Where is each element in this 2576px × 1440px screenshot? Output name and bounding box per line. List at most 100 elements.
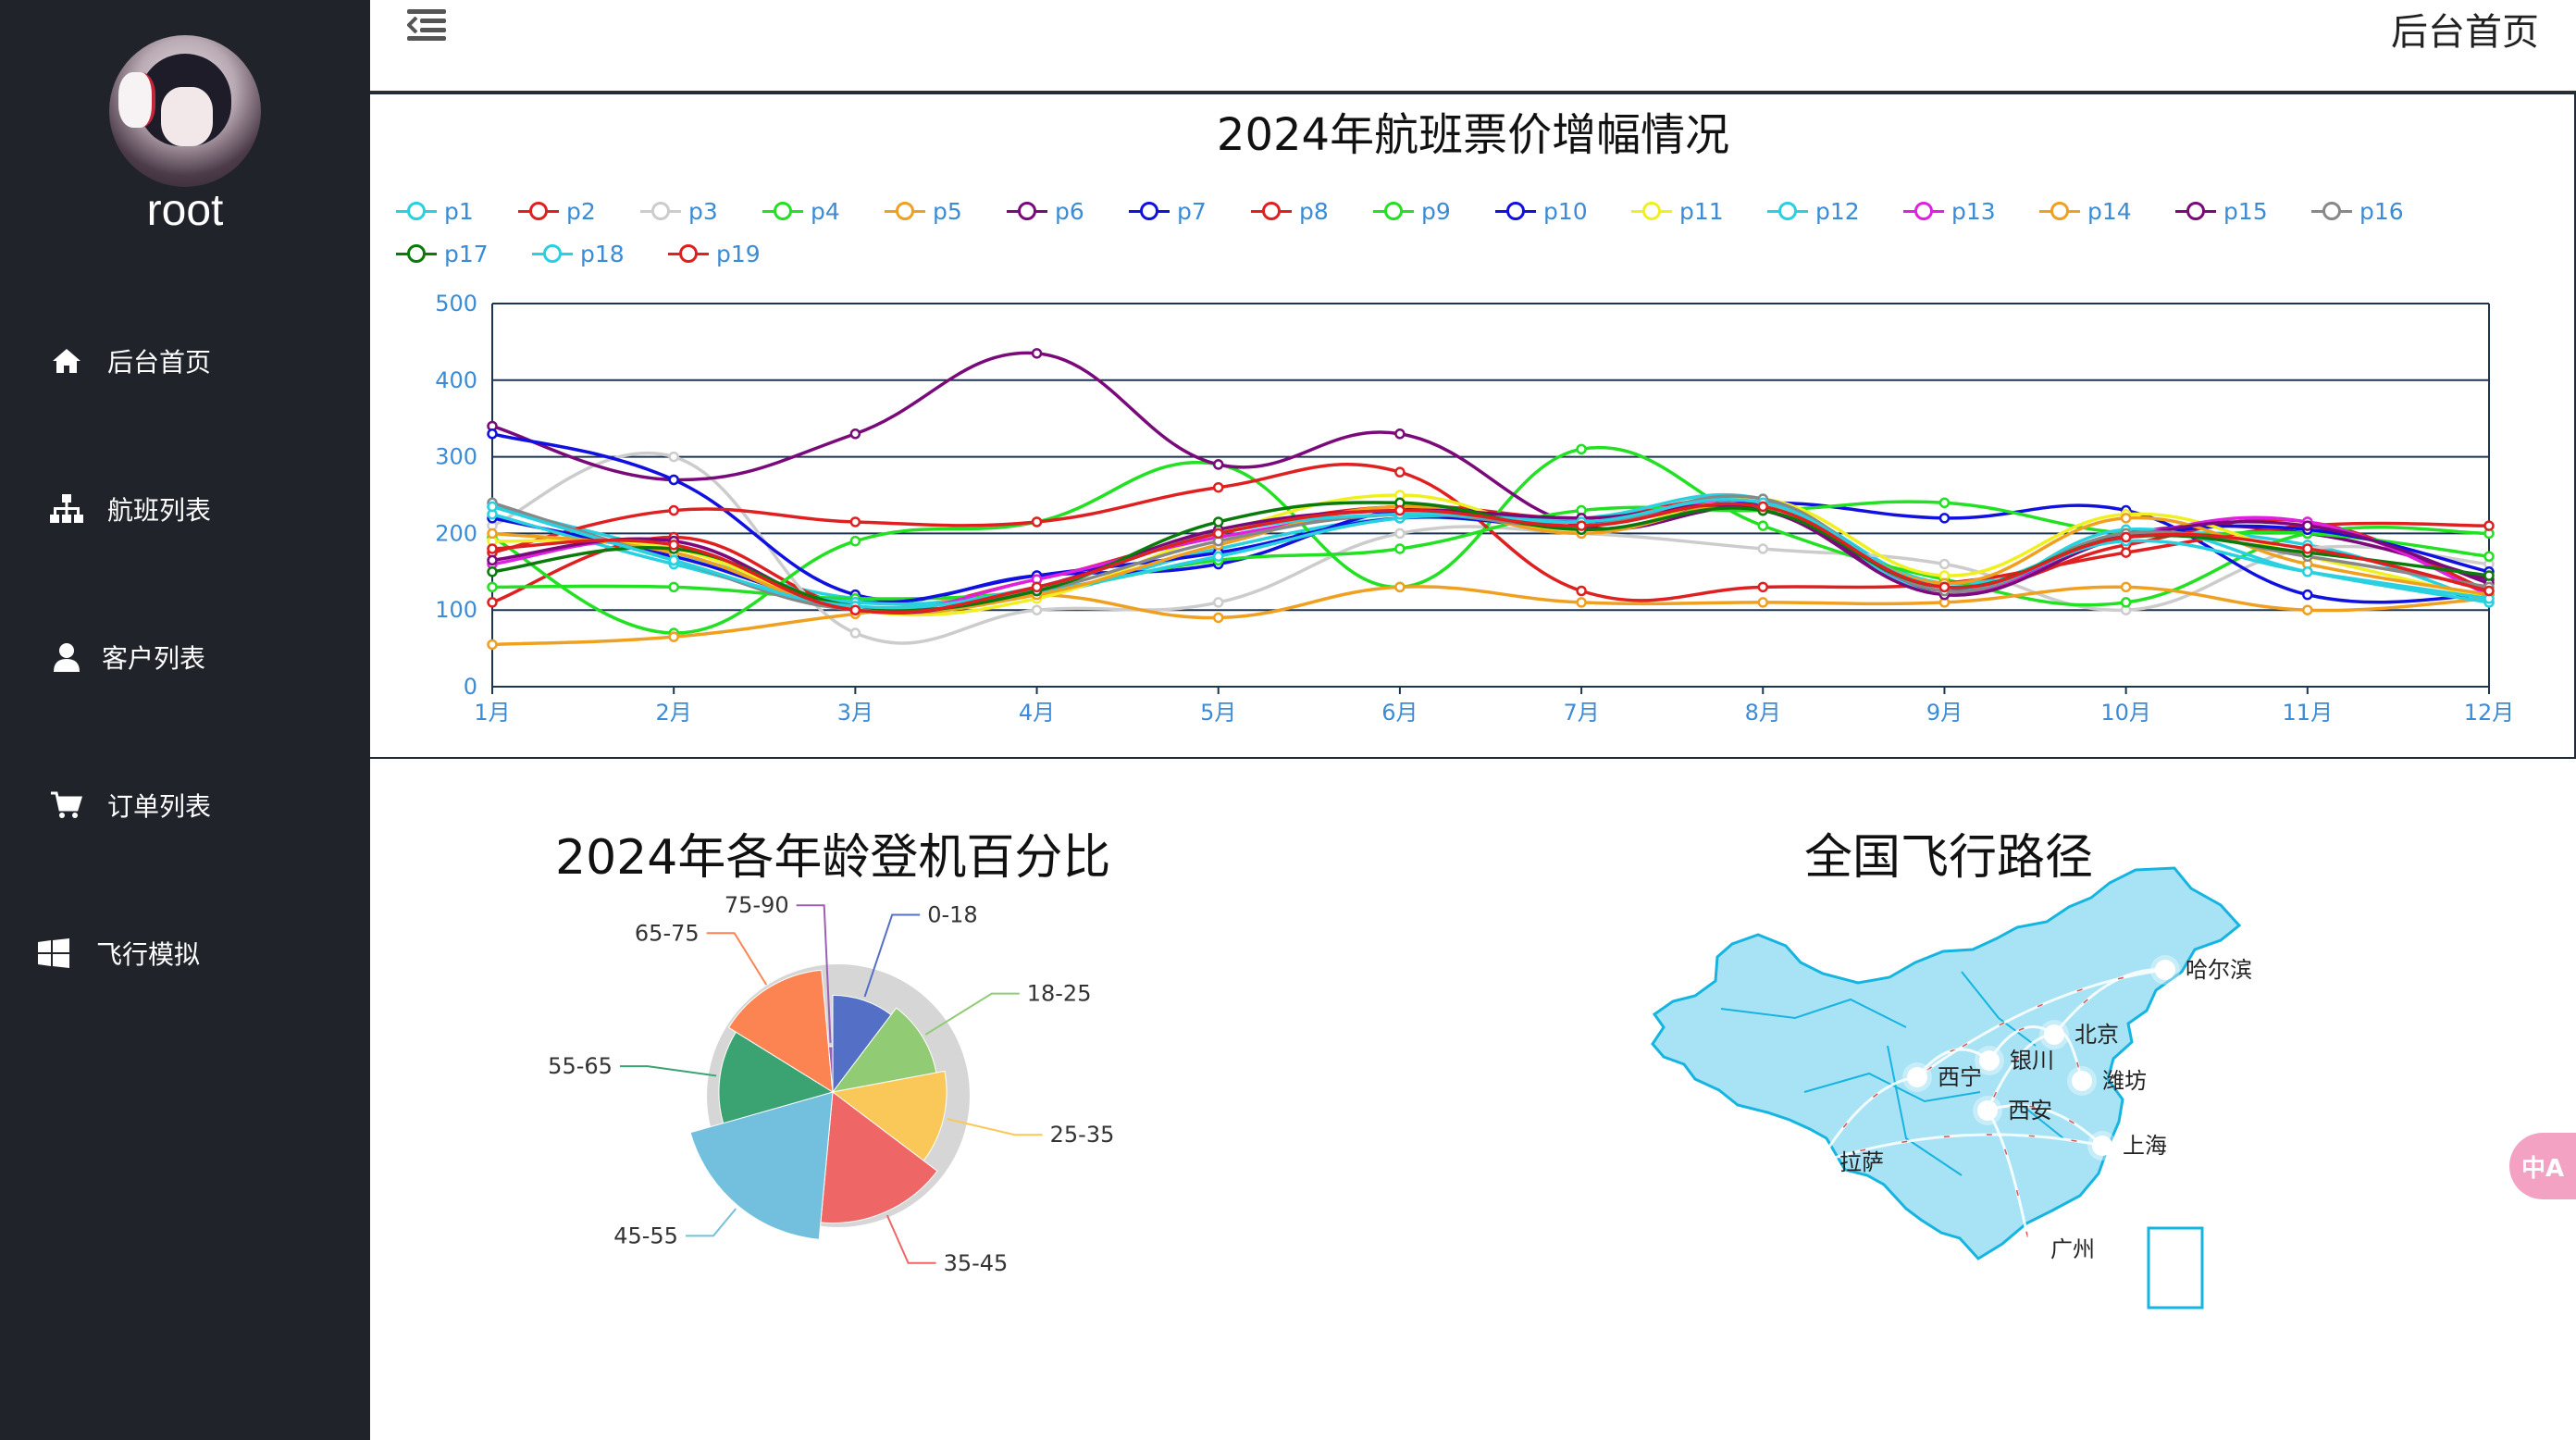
pie-slice-45-55[interactable]	[689, 1091, 834, 1240]
data-point[interactable]	[2302, 566, 2313, 577]
data-point[interactable]	[1757, 597, 1769, 608]
data-point[interactable]	[1394, 504, 1406, 516]
translate-button[interactable]: 中A	[2509, 1133, 2576, 1199]
city-marker[interactable]: 西安	[1973, 1096, 2052, 1125]
data-point[interactable]	[1757, 581, 1769, 593]
data-point[interactable]	[668, 504, 679, 516]
pie-slice-35-45[interactable]	[820, 1091, 938, 1223]
legend-item-p1[interactable]: p1	[396, 196, 474, 226]
sidebar-item-flights[interactable]: 航班列表	[0, 472, 370, 546]
legend-item-p18[interactable]: p18	[532, 239, 625, 268]
data-point[interactable]	[1212, 528, 1224, 540]
data-point[interactable]	[1031, 604, 1043, 615]
sidebar-item-orders[interactable]: 订单列表	[0, 768, 370, 842]
data-point[interactable]	[849, 516, 861, 528]
data-point[interactable]	[1031, 348, 1043, 359]
legend-item-p5[interactable]: p5	[885, 196, 962, 226]
sidebar-item-customers[interactable]: 客户列表	[0, 620, 370, 694]
data-point[interactable]	[1394, 581, 1406, 593]
data-point[interactable]	[2120, 581, 2132, 593]
legend-item-p13[interactable]: p13	[1903, 196, 1996, 226]
city-marker[interactable]: 上海	[2087, 1131, 2167, 1161]
data-point[interactable]	[1576, 443, 1587, 455]
data-point[interactable]	[2302, 604, 2313, 615]
pie-slice-65-75[interactable]	[727, 969, 834, 1093]
series-p5[interactable]	[487, 581, 2495, 651]
data-point[interactable]	[1938, 581, 1951, 593]
data-point[interactable]	[1394, 428, 1406, 440]
legend-item-p14[interactable]: p14	[2039, 196, 2132, 226]
data-point[interactable]	[487, 639, 498, 651]
data-point[interactable]	[1212, 551, 1224, 562]
data-point[interactable]	[487, 528, 498, 540]
legend-item-p7[interactable]: p7	[1129, 196, 1207, 226]
data-point[interactable]	[487, 566, 498, 577]
data-point[interactable]	[1938, 513, 1951, 524]
data-point[interactable]	[1031, 516, 1043, 528]
data-point[interactable]	[487, 428, 498, 440]
data-point[interactable]	[2120, 513, 2132, 524]
pie-slice-18-25[interactable]	[831, 1007, 937, 1093]
data-point[interactable]	[1394, 528, 1406, 540]
data-point[interactable]	[1938, 558, 1951, 570]
data-point[interactable]	[849, 428, 861, 440]
data-point[interactable]	[487, 554, 498, 566]
sidebar-item-flight-sim[interactable]: 飞行模拟	[0, 916, 370, 990]
data-point[interactable]	[1212, 459, 1224, 470]
pie-slice-55-65[interactable]	[718, 1031, 835, 1124]
sidebar-item-dashboard[interactable]: 后台首页	[0, 324, 370, 398]
legend-item-p6[interactable]: p6	[1007, 196, 1084, 226]
series-p19[interactable]	[487, 501, 2495, 615]
data-point[interactable]	[2302, 589, 2313, 601]
legend-item-p16[interactable]: p16	[2311, 196, 2404, 226]
pie-slice-25-35[interactable]	[831, 1070, 947, 1161]
sidebar-toggle-icon[interactable]	[407, 9, 446, 41]
avatar[interactable]	[109, 35, 261, 187]
data-point[interactable]	[1576, 520, 1587, 531]
data-point[interactable]	[1031, 581, 1043, 593]
data-point[interactable]	[2483, 551, 2495, 562]
data-point[interactable]	[1394, 466, 1406, 478]
data-point[interactable]	[1212, 612, 1224, 624]
data-point[interactable]	[2302, 520, 2313, 531]
data-point[interactable]	[1938, 497, 1951, 509]
data-point[interactable]	[487, 581, 498, 593]
data-point[interactable]	[1212, 481, 1224, 493]
pie-slice-75-90[interactable]	[827, 1046, 834, 1093]
data-point[interactable]	[487, 543, 498, 554]
city-marker[interactable]: 潍坊	[2067, 1066, 2147, 1096]
data-point[interactable]	[2483, 585, 2495, 597]
series-p3[interactable]	[487, 451, 2495, 645]
series-p6[interactable]	[487, 348, 2495, 597]
data-point[interactable]	[668, 581, 679, 593]
data-point[interactable]	[849, 535, 861, 547]
legend-item-p4[interactable]: p4	[762, 196, 840, 226]
data-point[interactable]	[2120, 547, 2132, 558]
data-point[interactable]	[2302, 543, 2313, 554]
data-point[interactable]	[1576, 585, 1587, 597]
data-point[interactable]	[1212, 597, 1224, 608]
legend-item-p19[interactable]: p19	[668, 239, 761, 268]
legend-item-p10[interactable]: p10	[1495, 196, 1588, 226]
data-point[interactable]	[668, 540, 679, 551]
data-point[interactable]	[2120, 597, 2132, 608]
data-point[interactable]	[487, 501, 498, 513]
city-marker[interactable]: 北京	[2039, 1020, 2119, 1049]
data-point[interactable]	[849, 627, 861, 639]
city-marker[interactable]: 哈尔滨	[2150, 955, 2252, 985]
data-point[interactable]	[668, 451, 679, 463]
data-point[interactable]	[1394, 543, 1406, 554]
data-point[interactable]	[1757, 501, 1769, 513]
city-marker[interactable]: 拉萨	[1804, 1148, 1884, 1177]
legend-item-p15[interactable]: p15	[2175, 196, 2268, 226]
data-point[interactable]	[668, 474, 679, 486]
legend-item-p3[interactable]: p3	[640, 196, 718, 226]
legend-item-p11[interactable]: p11	[1631, 196, 1724, 226]
legend-item-p12[interactable]: p12	[1767, 196, 1860, 226]
data-point[interactable]	[487, 597, 498, 608]
data-point[interactable]	[668, 631, 679, 642]
data-point[interactable]	[1576, 597, 1587, 608]
data-point[interactable]	[668, 554, 679, 566]
city-marker[interactable]: 银川	[1975, 1046, 2054, 1075]
legend-item-p2[interactable]: p2	[518, 196, 596, 226]
